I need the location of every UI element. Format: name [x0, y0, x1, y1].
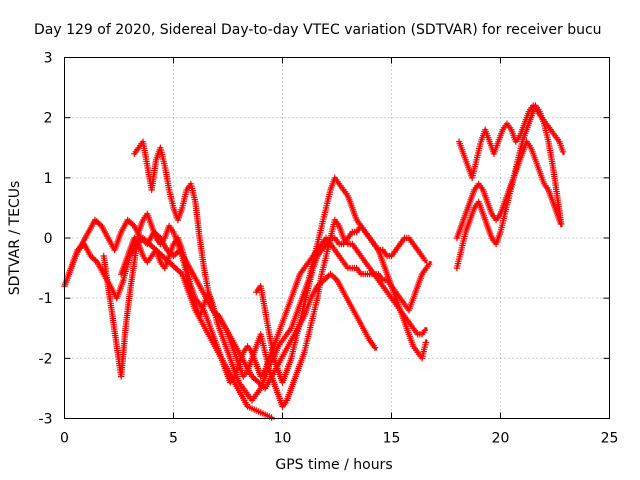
y-axis-label: SDTVAR / TECUs — [7, 181, 23, 296]
x-tick-label: 0 — [60, 431, 69, 447]
y-tick-label: -1 — [39, 291, 53, 307]
x-tick-label: 10 — [274, 431, 292, 447]
x-tick-label: 25 — [601, 431, 619, 447]
y-tick-label: 3 — [44, 51, 53, 67]
series-line — [102, 176, 428, 402]
y-tick-label: -3 — [39, 412, 53, 428]
series-arc5 — [118, 234, 433, 386]
x-axis-label: GPS time / hours — [275, 457, 392, 473]
series-arc9 — [453, 102, 565, 272]
y-tick-label: 1 — [44, 171, 53, 187]
series-line — [133, 140, 428, 408]
series-markers — [118, 234, 433, 386]
y-tick-label: -2 — [39, 351, 53, 367]
y-tick-label: 2 — [44, 111, 53, 127]
chart-title: Day 129 of 2020, Sidereal Day-to-day VTE… — [34, 22, 602, 38]
series-markers — [100, 174, 429, 404]
x-tick-label: 20 — [492, 431, 510, 447]
data-series — [61, 102, 567, 421]
series-arc6 — [253, 222, 429, 386]
y-tick-label: 0 — [44, 231, 53, 247]
x-tick-label: 5 — [169, 431, 178, 447]
axis-ticks — [64, 57, 610, 419]
y-tick-labels: -3 -2 -1 0 1 2 3 — [39, 51, 53, 428]
x-tick-labels: 0 5 10 15 20 25 — [60, 431, 618, 447]
series-markers — [253, 222, 429, 386]
series-markers — [131, 138, 429, 410]
x-tick-label: 15 — [383, 431, 401, 447]
series-arc4 — [131, 138, 429, 410]
series-markers — [453, 102, 565, 272]
